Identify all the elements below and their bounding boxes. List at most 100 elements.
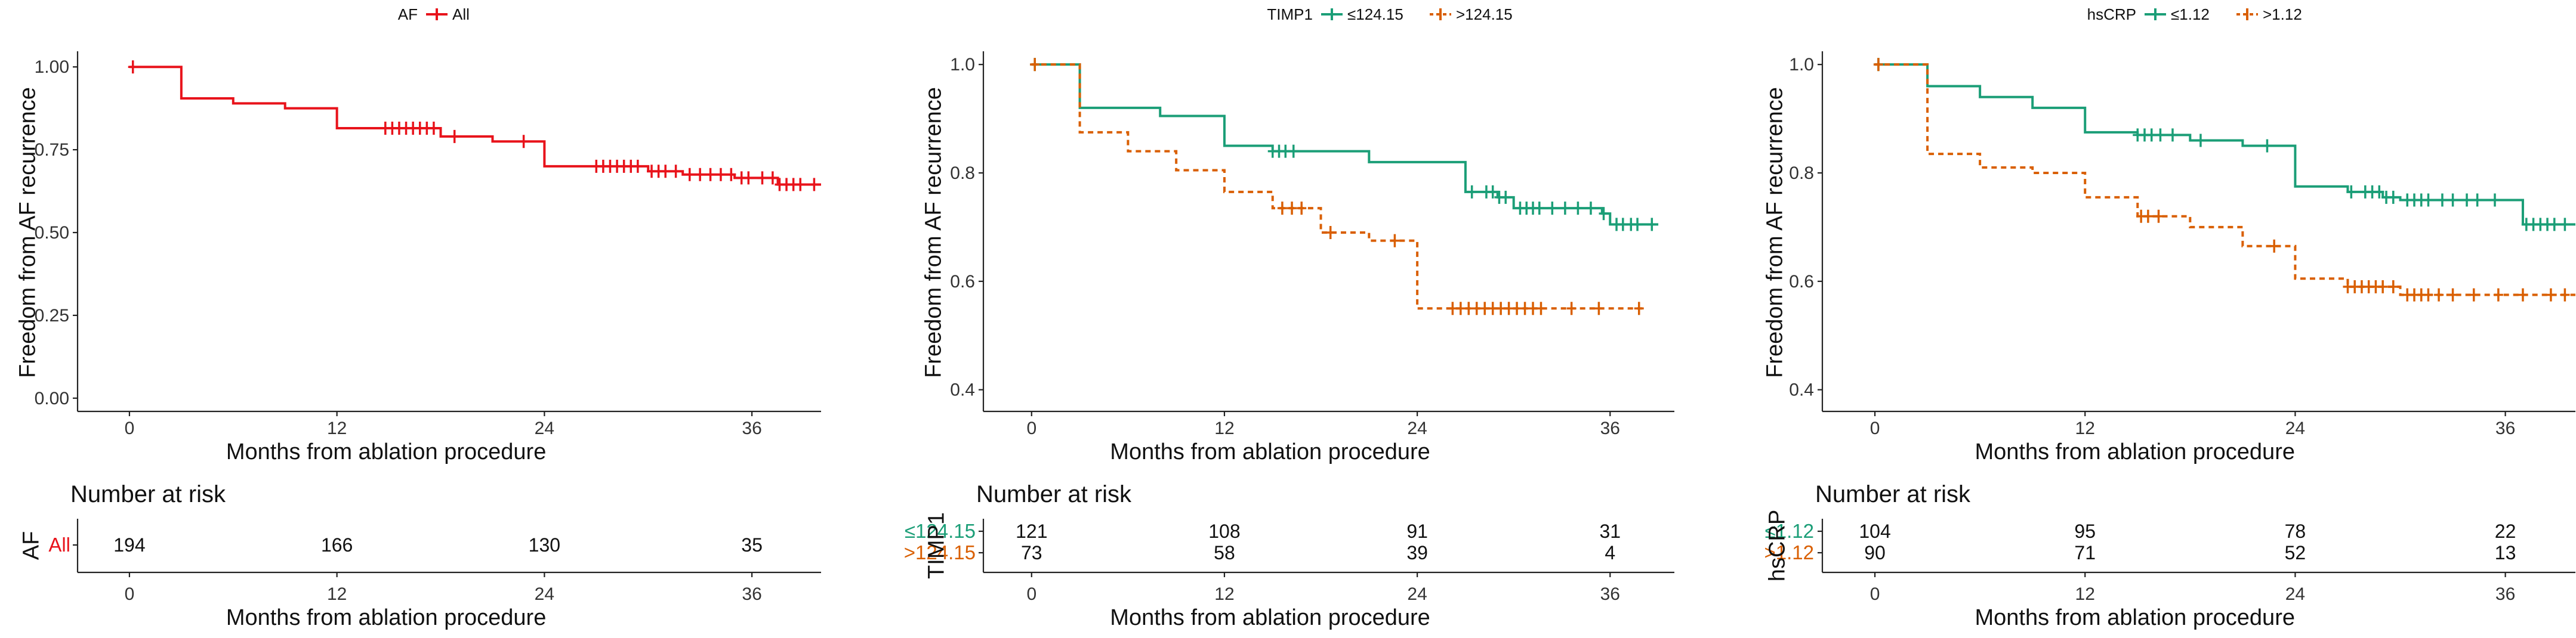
censor-mark bbox=[1534, 202, 1544, 215]
risk-x-tick-label: 12 bbox=[327, 584, 347, 604]
y-tick-label: 0.00 bbox=[35, 389, 69, 408]
censor-mark bbox=[2374, 185, 2384, 199]
censor-mark bbox=[1467, 185, 1477, 199]
y-tick-label: 1.0 bbox=[1789, 55, 1814, 75]
censor-mark bbox=[1455, 302, 1466, 315]
censor-mark bbox=[1288, 144, 1298, 158]
x-axis-title: Months from ablation procedure bbox=[1975, 439, 2295, 464]
censor-mark bbox=[2155, 128, 2165, 142]
risk-count: 31 bbox=[1599, 521, 1621, 542]
censor-mark bbox=[2423, 193, 2433, 207]
legend: AF All bbox=[398, 5, 470, 23]
risk-strata-title: hsCRP bbox=[1764, 510, 1790, 581]
x-tick-label: 24 bbox=[2285, 419, 2305, 438]
censor-mark bbox=[1573, 202, 1583, 215]
censor-mark bbox=[1512, 302, 1522, 315]
censor-mark bbox=[767, 171, 778, 185]
risk-x-tick-label: 12 bbox=[1214, 584, 1234, 604]
legend-key-1 bbox=[426, 8, 448, 20]
censor-mark bbox=[2269, 239, 2279, 253]
censor-mark bbox=[2489, 193, 2500, 207]
censor-mark bbox=[1030, 58, 1040, 72]
legend-title: TIMP1 bbox=[1267, 5, 1313, 23]
censor-mark bbox=[1504, 302, 1514, 315]
risk-row-label: >1.12 bbox=[1764, 541, 1815, 563]
censor-mark bbox=[1471, 302, 1482, 315]
risk-table-title: Number at risk bbox=[976, 481, 1132, 507]
risk-table-title: Number at risk bbox=[70, 481, 226, 507]
censor-mark bbox=[1528, 302, 1538, 315]
legend-title: hsCRP bbox=[2087, 5, 2136, 23]
risk-table: Number at risk≤1.12 104 95 78 22 >1.12 90 71 52 1… bbox=[1764, 481, 2575, 630]
risk-count: 166 bbox=[321, 534, 353, 556]
risk-count: 78 bbox=[2285, 521, 2306, 542]
legend: TIMP1 ≤124.15 >124.15 bbox=[1267, 5, 1512, 23]
x-tick-label: 24 bbox=[1407, 419, 1427, 438]
survival-curve bbox=[129, 66, 821, 186]
y-tick-label: 0.75 bbox=[35, 140, 69, 160]
survival-curve bbox=[1875, 63, 2575, 296]
km-panel-3: hsCRP ≤1.12 >1.120.40.60.81.00 12 24 36Months… bbox=[1762, 5, 2575, 630]
censor-mark bbox=[2143, 209, 2153, 223]
risk-table-title: Number at risk bbox=[1815, 481, 1971, 507]
censor-mark bbox=[449, 129, 459, 143]
y-tick-label: 0.25 bbox=[35, 306, 69, 326]
censor-mark bbox=[1634, 302, 1644, 315]
censor-mark bbox=[2493, 288, 2503, 302]
risk-row-label: All bbox=[48, 534, 70, 556]
censor-mark bbox=[1496, 302, 1506, 315]
risk-x-tick-label: 24 bbox=[535, 584, 554, 604]
censor-mark bbox=[684, 168, 695, 181]
censor-mark bbox=[1277, 202, 1287, 215]
risk-x-tick-label: 0 bbox=[125, 584, 135, 604]
y-axis-title: Freedom from AF recurrence bbox=[15, 87, 40, 378]
censor-mark bbox=[2462, 193, 2472, 207]
censor-mark bbox=[2146, 128, 2157, 142]
censor-mark bbox=[2549, 218, 2559, 231]
y-tick-label: 0.50 bbox=[35, 223, 69, 243]
censor-mark bbox=[633, 159, 643, 173]
risk-count: 130 bbox=[529, 534, 560, 556]
km-series-2 bbox=[1030, 58, 1644, 315]
censor-mark bbox=[2469, 288, 2479, 302]
km-series-2 bbox=[1873, 58, 2575, 302]
censor-mark bbox=[795, 178, 806, 191]
x-axis-title: Months from ablation procedure bbox=[1110, 439, 1430, 464]
risk-x-tick-label: 24 bbox=[1407, 584, 1427, 604]
censor-mark bbox=[661, 165, 671, 178]
y-tick-label: 0.6 bbox=[950, 272, 975, 292]
censor-mark bbox=[2154, 209, 2164, 223]
censor-mark bbox=[2388, 280, 2398, 293]
censor-mark bbox=[671, 165, 681, 178]
risk-x-axis-title: Months from ablation procedure bbox=[226, 605, 547, 630]
y-tick-label: 0.4 bbox=[950, 380, 975, 400]
km-series-1 bbox=[1030, 58, 1659, 231]
risk-x-tick-label: 36 bbox=[1600, 584, 1620, 604]
y-tick-label: 0.6 bbox=[1789, 272, 1814, 292]
risk-count: 121 bbox=[1016, 521, 1047, 542]
risk-count: 90 bbox=[1864, 542, 1886, 563]
y-tick-label: 0.4 bbox=[1789, 380, 1814, 400]
km-series-1 bbox=[1873, 58, 2575, 231]
y-axis-title: Freedom from AF recurrence bbox=[1762, 87, 1787, 378]
risk-count: 52 bbox=[2285, 542, 2306, 563]
legend-label-2: >124.15 bbox=[1456, 5, 1513, 23]
risk-table: Number at risk All 194 166 130 35 AF 0 12 24 36 Mon… bbox=[18, 481, 821, 630]
y-tick-label: 0.8 bbox=[950, 163, 975, 183]
risk-count: 91 bbox=[1406, 521, 1428, 542]
legend-key-2 bbox=[2236, 8, 2258, 20]
risk-strata-title: TIMP1 bbox=[924, 512, 949, 579]
censor-mark bbox=[1599, 207, 1609, 221]
x-tick-label: 0 bbox=[1870, 419, 1880, 438]
censor-mark bbox=[2546, 288, 2556, 302]
censor-mark bbox=[2423, 288, 2433, 302]
y-tick-label: 1.00 bbox=[35, 57, 69, 77]
censor-mark bbox=[695, 168, 705, 181]
censor-mark bbox=[757, 171, 767, 185]
censor-mark bbox=[1873, 58, 1883, 72]
risk-count: 194 bbox=[113, 534, 145, 556]
legend-key-2 bbox=[1430, 8, 1451, 20]
censor-mark bbox=[2195, 134, 2205, 147]
x-tick-label: 12 bbox=[1214, 419, 1234, 438]
censor-mark bbox=[2388, 190, 2398, 204]
